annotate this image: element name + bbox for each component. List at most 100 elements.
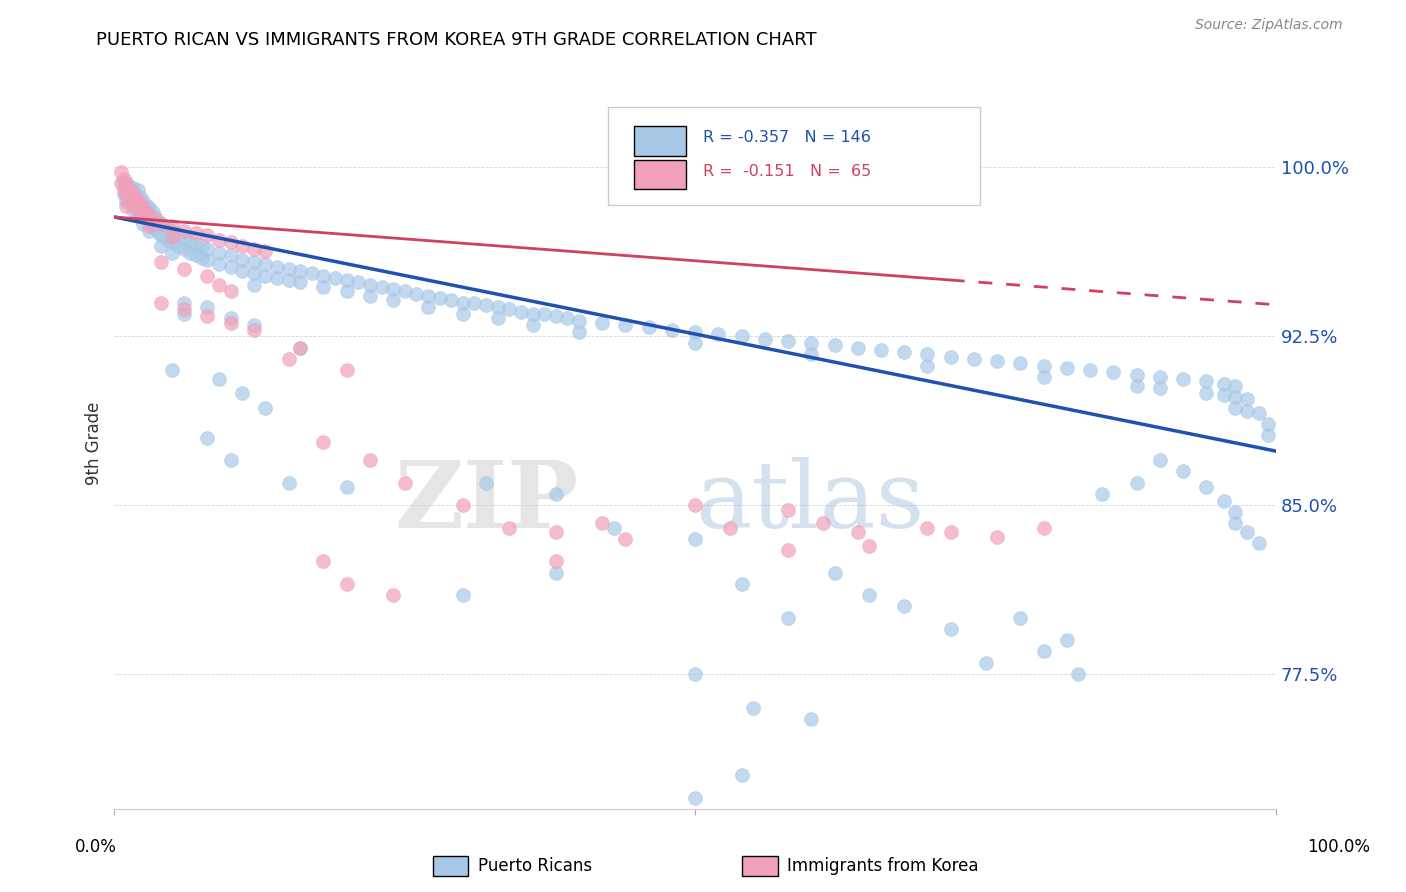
Point xyxy=(336,363,359,377)
Text: R =  -0.151   N =  65: R = -0.151 N = 65 xyxy=(703,163,872,178)
Point xyxy=(208,372,231,386)
Point xyxy=(1195,374,1218,388)
Point xyxy=(120,186,142,200)
Point xyxy=(132,217,155,231)
Point xyxy=(382,282,405,296)
Point xyxy=(117,192,139,206)
Point xyxy=(290,275,312,289)
Point xyxy=(510,304,533,318)
Point xyxy=(231,264,253,278)
Point xyxy=(173,261,195,276)
Point xyxy=(440,293,463,308)
Point xyxy=(156,221,179,235)
Point xyxy=(124,199,146,213)
Point xyxy=(800,336,823,351)
FancyBboxPatch shape xyxy=(634,160,686,189)
Point xyxy=(917,359,939,373)
Point xyxy=(568,325,591,339)
Point xyxy=(219,316,242,330)
Point xyxy=(544,525,567,540)
Point xyxy=(173,302,195,317)
Point xyxy=(1247,406,1270,420)
Point xyxy=(149,217,172,231)
Point xyxy=(591,316,613,330)
Point xyxy=(486,300,509,314)
Point xyxy=(179,246,201,260)
Point xyxy=(683,325,706,339)
Point xyxy=(394,475,416,490)
Point xyxy=(138,219,160,233)
Point xyxy=(254,257,277,271)
Point xyxy=(312,268,335,283)
Point xyxy=(498,521,520,535)
Point xyxy=(498,302,520,317)
Point xyxy=(614,532,637,546)
Point xyxy=(127,205,149,219)
Point xyxy=(129,208,152,222)
Point xyxy=(129,196,152,211)
Point xyxy=(394,285,416,299)
Text: 0.0%: 0.0% xyxy=(75,838,117,855)
Point xyxy=(156,233,179,247)
Point xyxy=(219,248,242,262)
Point xyxy=(149,227,172,242)
Point xyxy=(614,318,637,332)
Point xyxy=(382,293,405,308)
Point xyxy=(544,554,567,568)
Point xyxy=(162,219,184,233)
Point xyxy=(800,347,823,361)
Point xyxy=(184,248,207,262)
Text: ZIP: ZIP xyxy=(395,457,579,547)
Point xyxy=(277,475,299,490)
Point xyxy=(115,183,138,197)
Point xyxy=(162,246,184,260)
Point xyxy=(149,239,172,253)
Point xyxy=(986,530,1008,544)
Point xyxy=(1225,516,1247,530)
Point xyxy=(184,226,207,240)
Point xyxy=(683,667,706,681)
Point xyxy=(683,498,706,512)
Point xyxy=(323,270,346,285)
Point xyxy=(138,208,160,222)
Point xyxy=(1102,365,1125,379)
Point xyxy=(1225,505,1247,519)
Point xyxy=(429,291,451,305)
Point xyxy=(112,183,135,197)
Point xyxy=(312,554,335,568)
Point xyxy=(195,252,218,267)
Point xyxy=(1236,392,1258,407)
Point xyxy=(1236,525,1258,540)
Point xyxy=(359,277,381,292)
Point xyxy=(778,543,800,558)
Point xyxy=(162,363,184,377)
Point xyxy=(893,599,915,614)
Point xyxy=(195,309,218,323)
Point xyxy=(266,260,288,274)
Point xyxy=(683,532,706,546)
Point xyxy=(1149,453,1171,467)
Point xyxy=(858,588,880,602)
Point xyxy=(1225,390,1247,404)
Point xyxy=(243,277,266,292)
Point xyxy=(148,214,170,228)
Point xyxy=(1078,363,1101,377)
Point xyxy=(486,311,509,326)
Point xyxy=(1195,480,1218,494)
Point xyxy=(117,178,139,193)
Point xyxy=(115,199,138,213)
Point xyxy=(1067,667,1090,681)
Point xyxy=(208,246,231,260)
Point xyxy=(301,266,323,280)
Point xyxy=(1149,381,1171,395)
Point xyxy=(336,480,359,494)
Point xyxy=(544,566,567,580)
Point xyxy=(1171,372,1194,386)
Point xyxy=(243,242,266,256)
Point xyxy=(986,354,1008,368)
Point xyxy=(117,190,139,204)
Point xyxy=(254,268,277,283)
Point xyxy=(149,295,172,310)
Point xyxy=(1010,610,1032,624)
Point xyxy=(1257,417,1279,431)
